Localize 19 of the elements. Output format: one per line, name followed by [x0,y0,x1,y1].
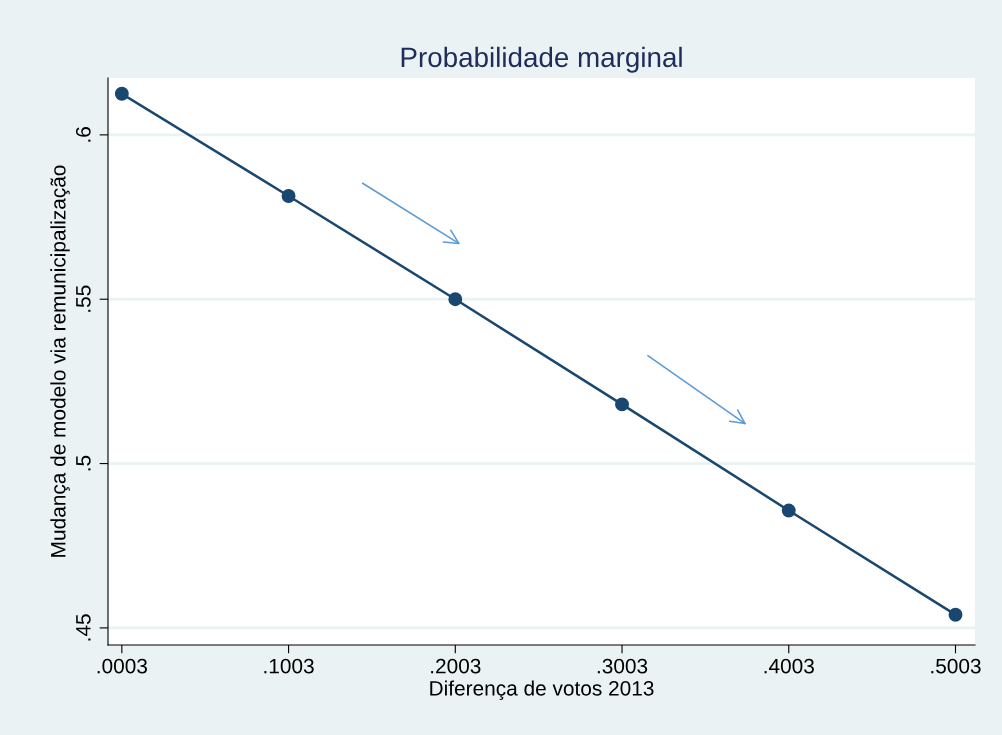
y-tick-label: .45 [76,614,91,641]
x-tick-label: .3003 [597,658,648,674]
y-tick-label: .5 [76,455,91,471]
point [448,292,463,307]
point [615,397,629,412]
point [281,189,296,203]
x-tick-label: .5003 [931,658,981,674]
x-axis-title: Diferença de votos 2013 [430,680,654,700]
point [114,86,129,101]
chart-title: Probabilidade marginal [401,46,682,73]
y-axis-title: Mudança de modelo via remunicipalização [50,165,70,557]
point [781,503,796,518]
y-tick-label: .6 [75,127,91,142]
x-tick-label: .1003 [264,658,314,674]
y-tick-label: .55 [76,285,91,312]
x-tick-label: .4003 [764,658,814,674]
x-tick-label: .2003 [431,658,481,674]
x-tick-label: .0003 [97,658,147,674]
point [948,607,963,622]
